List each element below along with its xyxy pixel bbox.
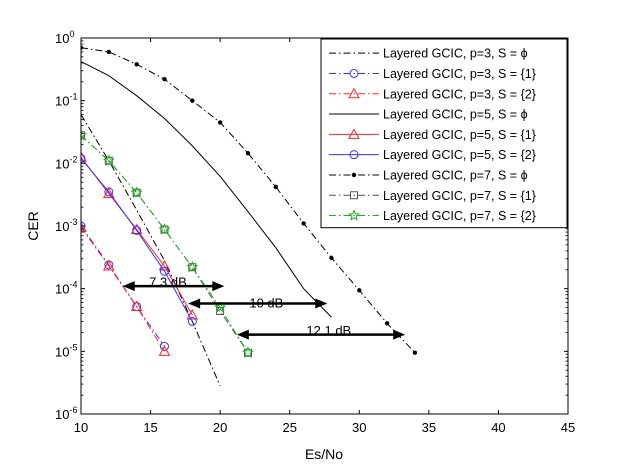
data-point-marker (81, 221, 87, 232)
data-point-marker (134, 62, 139, 67)
data-point-marker (104, 187, 114, 197)
x-tick-label: 15 (143, 420, 157, 435)
legend-entry: Layered GCIC, p=3, S = {1} (329, 67, 536, 81)
series-3 (81, 221, 171, 356)
legend-label: Layered GCIC, p=5, S = ϕ (383, 108, 528, 122)
series-9 (81, 128, 255, 358)
data-point-marker (130, 223, 143, 234)
data-point-marker (158, 223, 171, 235)
x-tick-label: 40 (491, 420, 505, 435)
series-line (81, 61, 332, 318)
x-tick-label: 25 (282, 420, 296, 435)
data-point-marker (81, 128, 88, 141)
legend-entry: Layered GCIC, p=5, S = {2} (329, 148, 536, 162)
series-line (81, 114, 221, 387)
data-point-marker (241, 346, 255, 358)
x-tick-label: 20 (213, 420, 227, 435)
data-point-marker (81, 153, 86, 163)
data-point-marker (329, 255, 334, 261)
data-point-marker (187, 316, 197, 326)
data-point-marker (245, 151, 251, 156)
gap-label: 7.3 dB (149, 274, 187, 289)
series-4 (81, 61, 332, 318)
legend-marker-sample (349, 150, 359, 160)
series-line (81, 158, 193, 322)
data-point-marker (102, 259, 115, 271)
data-point-marker (159, 341, 169, 351)
series-line (81, 134, 249, 353)
gap-arrow-head-right (212, 281, 225, 292)
gap-arrow-head-left (236, 329, 249, 340)
legend-marker-sample (350, 191, 358, 200)
x-axis-label: Es/No (305, 446, 343, 462)
data-point-marker (81, 151, 87, 162)
legend-label: Layered GCIC, p=7, S = {1} (383, 189, 536, 203)
gap-arrow-head-left (122, 281, 135, 292)
legend-label: Layered GCIC, p=3, S = {1} (383, 67, 536, 81)
data-point-marker (412, 350, 418, 355)
legend-entry: Layered GCIC, p=5, S = {1} (329, 128, 536, 142)
data-point-marker (159, 266, 169, 276)
legend-entry: Layered GCIC, p=3, S = {2} (329, 87, 536, 101)
gap-arrow-head-left (188, 298, 201, 309)
series-line (81, 225, 165, 347)
series-7 (81, 45, 418, 355)
legend-label: Layered GCIC, p=7, S = {2} (383, 209, 536, 223)
data-point-marker (102, 154, 115, 166)
legend-label: Layered GCIC, p=5, S = {2} (383, 148, 536, 162)
series-6 (81, 153, 197, 326)
gap-arrow-head-right (393, 329, 406, 340)
x-tick-label: 30 (352, 420, 366, 435)
data-point-marker (186, 308, 199, 320)
data-point-marker (186, 260, 199, 273)
x-tick-label: 35 (422, 420, 436, 435)
legend-marker-sample (347, 209, 361, 221)
data-point-marker (130, 186, 143, 198)
data-point-marker (162, 77, 167, 82)
legend: Layered GCIC, p=3, S = ϕ Layered GCIC, p=… (320, 38, 568, 229)
legend-label: Layered GCIC, p=3, S = {2} (383, 87, 536, 101)
gap-label: 10 dB (249, 296, 283, 311)
data-point-marker (130, 300, 143, 311)
gap-label: 12.1 dB (306, 323, 351, 338)
data-point-marker (384, 321, 390, 326)
legend-marker-sample (351, 172, 357, 178)
snr-gap-annotation: 7.3 dB (122, 274, 225, 292)
legend-box (320, 38, 568, 229)
data-point-marker (273, 184, 278, 190)
data-point-marker (357, 288, 362, 293)
legend-marker-sample (348, 128, 360, 139)
legend-entry: Layered GCIC, p=3, S = ϕ (329, 47, 528, 61)
data-point-marker (301, 221, 306, 226)
legend-entry: Layered GCIC, p=7, S = {1} (329, 189, 536, 203)
legend-label: Layered GCIC, p=3, S = ϕ (383, 47, 528, 61)
data-point-marker (132, 225, 142, 235)
legend-entry: Layered GCIC, p=7, S = ϕ (329, 168, 528, 182)
data-point-marker (158, 345, 171, 356)
legend-label: Layered GCIC, p=5, S = {1} (383, 128, 536, 142)
x-tick-label: 45 (561, 420, 575, 435)
legend-entry: Layered GCIC, p=7, S = {2} (329, 209, 536, 223)
gap-arrow-head-right (315, 298, 328, 309)
data-point-marker (106, 49, 112, 55)
legend-label: Layered GCIC, p=7, S = ϕ (383, 168, 528, 182)
legend-marker-sample (349, 68, 359, 78)
data-point-marker (190, 98, 195, 103)
legend-marker-sample (348, 87, 360, 99)
x-tick-label: 10 (74, 420, 88, 435)
data-point-marker (214, 301, 227, 313)
data-point-marker (102, 187, 115, 199)
y-axis-label: CER (25, 211, 41, 241)
snr-gap-annotation: 10 dB (188, 296, 328, 311)
series-1 (81, 114, 221, 387)
legend-entry: Layered GCIC, p=5, S = ϕ (329, 108, 528, 122)
data-point-marker (158, 259, 171, 271)
snr-gap-annotation: 12.1 dB (236, 323, 406, 340)
data-point-marker (217, 120, 223, 125)
